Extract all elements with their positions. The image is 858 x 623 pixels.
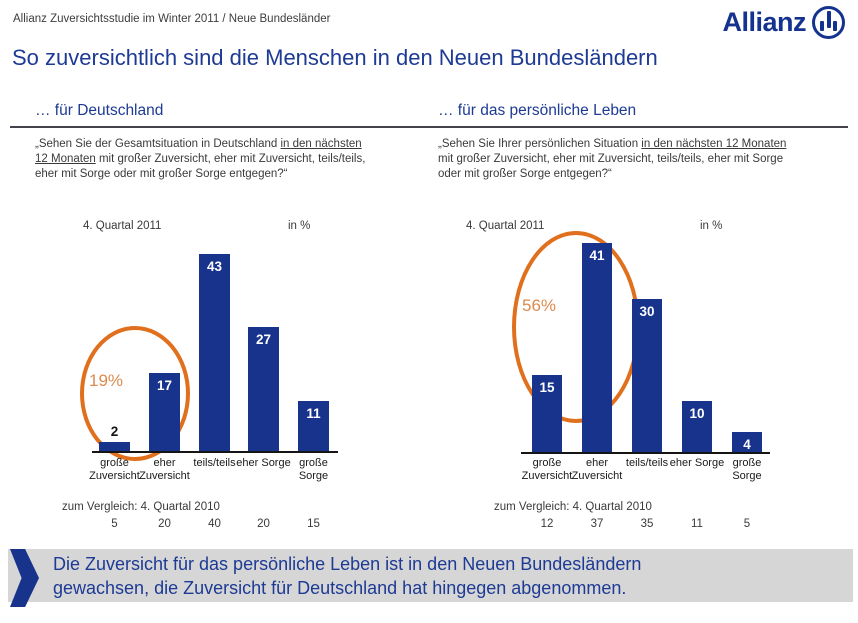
bar-leben-2: 30 [632,299,662,452]
highlight-label-leben: 56% [522,296,557,315]
comparison-value-deutschland-0: 5 [111,518,118,530]
bar-deutschland-0 [99,442,130,451]
period-label-leben: 4. Quartal 2011 [466,220,545,232]
highlight-label-deutschland: 19% [89,371,124,390]
comparison-caption-leben: zum Vergleich: 4. Quartal 2010 [494,501,652,513]
comparison-value-deutschland-1: 20 [158,518,171,530]
comparison-value-leben-2: 35 [640,518,654,530]
comparison-value-deutschland-3: 20 [257,518,270,530]
page-title: So zuversichtlich sind die Menschen in d… [12,45,658,70]
highlight-ellipse-deutschland [80,326,190,461]
bar-value-label: 17 [156,378,173,393]
category-label-leben-1: eher Zuversicht [571,457,623,482]
question-text: „Sehen Sie Ihrer persönlichen Situation [438,138,642,150]
heading-deutschland: … für Deutschland [35,102,164,119]
comparison-value-deutschland-4: 15 [307,518,320,530]
question-text: mit großer Zuversicht, eher mit Zuversic… [35,153,366,180]
heading-persoenliches-leben: … für das persönliche Leben [438,102,637,119]
bar-deutschland-1: 17 [149,373,180,451]
comparison-caption-deutschland: zum Vergleich: 4. Quartal 2010 [62,501,220,513]
category-label-leben-3: eher Sorge [669,457,725,469]
bar-deutschland-2: 43 [199,254,230,451]
category-label-deutschland-0: große Zuversicht [89,457,140,482]
bar-leben-4: 4 [732,432,762,452]
axis-leben [521,452,770,454]
bar-leben-3: 10 [682,401,712,452]
unit-label-leben: in % [700,220,723,232]
bar-value-label: 4 [743,437,751,452]
footer-message: Die Zuversicht für das persönliche Leben… [53,552,641,600]
category-label-leben-4: große Sorge [732,457,762,482]
category-label-leben-2: teils/teils [625,457,669,469]
bar-value-label: 15 [539,380,555,395]
question-persoenliches-leben: „Sehen Sie Ihrer persönlichen Situation … [438,137,792,182]
comparison-value-leben-3: 11 [691,518,703,530]
category-label-deutschland-3: eher Sorge [236,457,291,469]
category-label-leben-0: große Zuversicht [521,457,573,482]
question-text-underlined: in den nächsten 12 Monaten [35,138,362,165]
bar-value-label: 10 [689,406,705,421]
category-label-deutschland-2: teils/teils [193,457,236,469]
question-deutschland: „Sehen Sie der Gesamtsituation in Deutsc… [35,137,369,182]
footer-banner: Die Zuversicht für das persönliche Leben… [8,549,853,602]
footer-message-line: Die Zuversicht für das persönliche Leben… [53,554,642,574]
category-label-deutschland-4: große Sorge [298,457,329,482]
header-label: Allianz Zuversichtsstudie im Winter 2011… [13,13,331,25]
question-text-underlined: in den nächsten 12 Monaten [641,138,787,150]
bar-value-label: 30 [639,304,655,319]
allianz-logo: Allianz [722,6,845,39]
axis-deutschland [92,451,338,453]
question-text: mit großer Zuversicht, eher mit Zuversic… [438,153,784,180]
bar-value-label: 11 [306,406,321,421]
comparison-value-deutschland-2: 40 [208,518,221,530]
footer-message-line: gewachsen, die Zuversicht für Deutschlan… [53,578,627,598]
allianz-eagle-icon [812,6,845,39]
comparison-value-leben-1: 37 [590,518,604,530]
bar-leben-1: 41 [582,243,612,452]
comparison-value-leben-4: 5 [743,518,751,530]
category-label-deutschland-1: eher Zuversicht [139,457,190,482]
bar-value-label: 43 [206,259,223,274]
bar-value-label: 41 [589,248,605,263]
allianz-wordmark: Allianz [722,7,806,37]
bar-value-label: 27 [255,332,272,347]
comparison-value-leben-0: 12 [540,518,554,530]
bar-deutschland-4: 11 [298,401,329,451]
bar-value-label: 2 [110,424,119,439]
period-label-deutschland: 4. Quartal 2011 [83,220,162,232]
bar-deutschland-3: 27 [248,327,279,451]
section-divider [10,126,848,128]
unit-label-deutschland: in % [288,220,311,232]
bar-leben-0: 15 [532,375,562,452]
question-text: „Sehen Sie der Gesamtsituation in Deutsc… [35,138,281,150]
